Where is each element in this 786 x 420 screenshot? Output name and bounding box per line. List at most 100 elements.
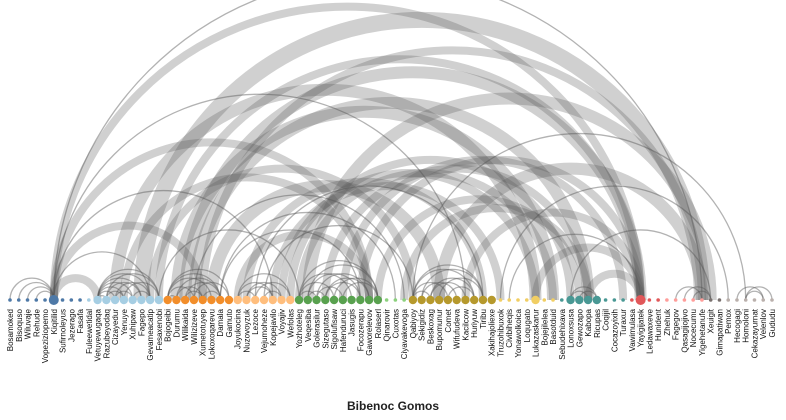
link-arc [105, 281, 143, 301]
link-arc [301, 92, 717, 301]
node-dot [93, 295, 102, 305]
node-label: Yozhoteleg [295, 309, 304, 348]
link-arc [219, 229, 361, 301]
node-dot [242, 295, 251, 305]
node-dot [233, 295, 242, 305]
node-dot [329, 295, 339, 305]
link-arc [119, 173, 374, 301]
node-dot [717, 298, 722, 302]
node-label: Gevameacatip [146, 308, 155, 360]
link-arc [342, 281, 379, 301]
node-dot [551, 298, 555, 302]
node-label: Sebudehixava [558, 308, 567, 359]
link-arc [96, 277, 143, 301]
link-arc [736, 286, 764, 301]
node-dot [110, 295, 120, 305]
node-dot [708, 298, 713, 302]
node-label: Lukazaskarur [532, 309, 541, 357]
link-arc [745, 290, 764, 301]
link-arc [158, 229, 300, 301]
links-layer [9, 0, 773, 301]
node-dot [251, 295, 260, 305]
node-label: Pemox [724, 309, 733, 334]
link-arc [333, 277, 379, 301]
node-label: Truzohibuxok [496, 308, 505, 357]
node-dot [207, 295, 216, 305]
link-arc [179, 66, 647, 301]
link-arc [96, 268, 160, 301]
node-dot [48, 295, 59, 305]
node-dot [286, 295, 295, 305]
node-label: Wefolas [286, 309, 295, 338]
node-label: Lezoce [251, 308, 260, 334]
link-arc [433, 162, 708, 301]
link-arc [133, 11, 710, 301]
node-label: Cizayedur [111, 309, 120, 345]
node-dot [592, 295, 602, 305]
link-arc [692, 290, 712, 301]
node-label: Fasafa [76, 308, 85, 333]
link-arc [9, 277, 55, 301]
node-dot [69, 298, 74, 302]
link-arc [170, 105, 560, 301]
node-label: Vejumoheze [260, 308, 269, 353]
node-dot [516, 298, 520, 302]
link-arc [584, 269, 645, 301]
link-arc [18, 281, 55, 301]
link-arc [123, 281, 160, 301]
node-dot [612, 298, 617, 302]
node-dot [542, 298, 547, 302]
link-arc [421, 281, 458, 301]
node-label: Razubeyodaq [102, 309, 111, 358]
link-arc [254, 281, 291, 301]
node-dot [163, 295, 172, 305]
node-label: Comet [444, 308, 453, 332]
node-label: Yayigijatek [637, 308, 646, 347]
link-arc [268, 182, 505, 301]
node-label: Qabiyoy [409, 309, 418, 338]
link-arc [53, 189, 274, 301]
node-label: Golerasilur [313, 309, 322, 348]
node-dot [321, 295, 330, 305]
node-dot [25, 298, 30, 302]
node-label: Bojogeibi [164, 309, 173, 342]
link-arc [321, 164, 593, 301]
link-arc [254, 185, 484, 301]
link-arc [193, 281, 230, 301]
node-label: Vopeziziopemo [41, 308, 50, 363]
node-dot [700, 298, 704, 302]
link-arc [315, 286, 344, 301]
link-arc [307, 264, 379, 301]
link-arc [298, 259, 379, 301]
node-dot [487, 295, 496, 305]
node-dot [338, 295, 348, 305]
node-label: Homoloni [742, 309, 751, 343]
node-dot [373, 295, 383, 305]
node-label: Turaxur [619, 309, 628, 337]
link-arc [242, 177, 487, 301]
node-dot [434, 295, 444, 305]
link-arc [531, 243, 645, 301]
link-arc [167, 268, 230, 301]
node-label: Kabopa [584, 308, 593, 336]
node-dot [621, 298, 625, 302]
node-label: Fuleewetidal [85, 309, 94, 354]
node-dot [691, 298, 695, 302]
node-label: Loqugato [523, 308, 532, 342]
node-label: Sizegutaso [321, 308, 330, 348]
link-arc [245, 286, 274, 301]
node-dot [43, 298, 47, 302]
link-arc [569, 229, 712, 301]
node-label: Cocazoyixih [610, 309, 619, 352]
node-label: Fagepo [137, 308, 146, 336]
node-dot [402, 298, 406, 302]
node-label: Cuxotas [391, 309, 400, 338]
node-label: Xeuigit [707, 308, 716, 333]
link-arc [412, 133, 747, 301]
node-dot [498, 298, 503, 302]
node-label: Sufirnoleyus [59, 309, 68, 353]
node-label: Kiqitilid [50, 309, 59, 334]
node-label: Kacilcow [461, 309, 470, 341]
node-dot [426, 295, 435, 305]
node-dot [364, 295, 374, 305]
